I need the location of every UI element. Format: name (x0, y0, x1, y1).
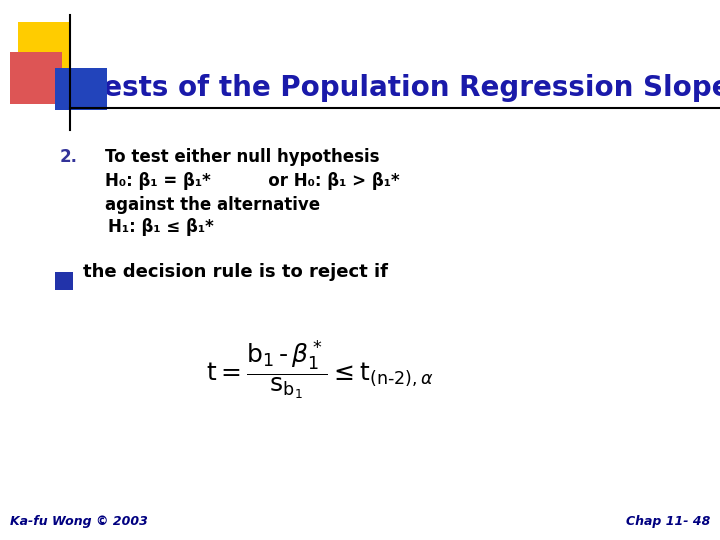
Text: the decision rule is to reject if: the decision rule is to reject if (83, 263, 388, 281)
Text: against the alternative: against the alternative (105, 196, 320, 214)
Bar (55, 68, 107, 110)
Text: Tests of the Population Regression Slope: Tests of the Population Regression Slope (88, 74, 720, 102)
Bar (18, 22, 70, 74)
Bar (10, 52, 62, 104)
Bar (55, 272, 73, 290)
Text: $\mathrm{t} = \dfrac{\mathrm{b}_1 \, \text{-} \, \beta_1^*}{\mathrm{s}_{\mathrm{: $\mathrm{t} = \dfrac{\mathrm{b}_1 \, \te… (206, 339, 434, 402)
Text: Ka-fu Wong © 2003: Ka-fu Wong © 2003 (10, 515, 148, 528)
Text: H₀: β₁ = β₁*          or H₀: β₁ > β₁*: H₀: β₁ = β₁* or H₀: β₁ > β₁* (105, 172, 400, 190)
Text: Chap 11- 48: Chap 11- 48 (626, 515, 710, 528)
Text: 2.: 2. (60, 148, 78, 166)
Text: To test either null hypothesis: To test either null hypothesis (105, 148, 379, 166)
Text: H₁: β₁ ≤ β₁*: H₁: β₁ ≤ β₁* (108, 218, 214, 236)
